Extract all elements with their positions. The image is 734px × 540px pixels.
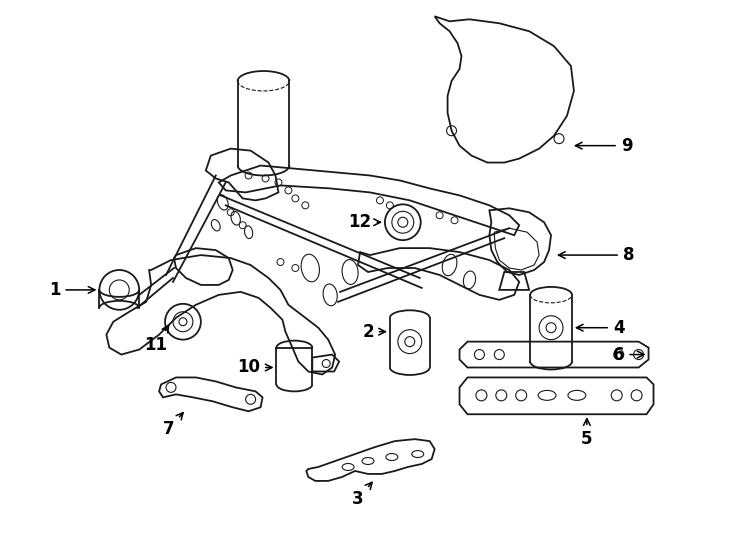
Text: 9: 9 <box>575 137 633 154</box>
Text: 12: 12 <box>349 213 380 231</box>
Text: 8: 8 <box>559 246 634 264</box>
Text: 10: 10 <box>237 359 272 376</box>
Text: 3: 3 <box>352 482 372 508</box>
Text: 5: 5 <box>581 418 592 448</box>
Text: 4: 4 <box>576 319 625 337</box>
Text: 7: 7 <box>163 413 183 438</box>
Text: 11: 11 <box>145 326 169 354</box>
Text: 6: 6 <box>613 346 644 363</box>
Text: 1: 1 <box>49 281 95 299</box>
Text: 2: 2 <box>362 323 385 341</box>
